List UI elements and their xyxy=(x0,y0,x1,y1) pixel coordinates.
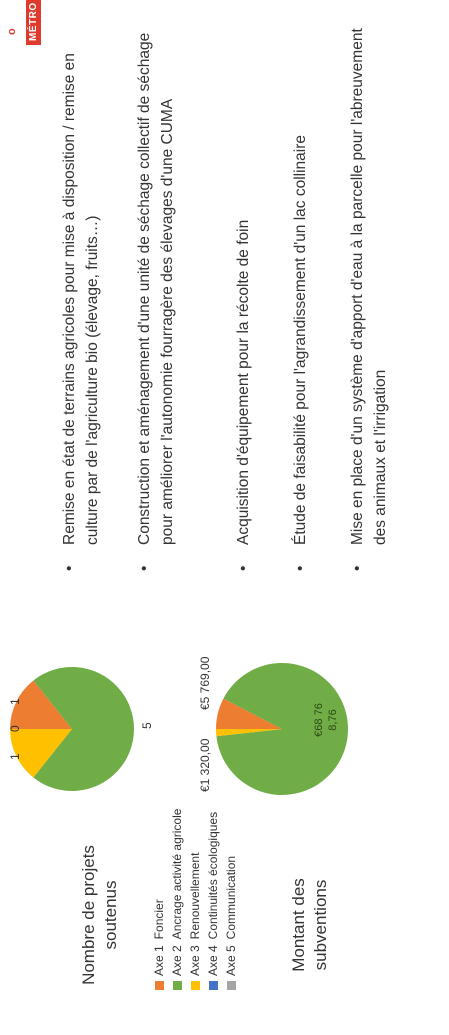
list-item: • Mise en place d'un système d'apport d'… xyxy=(346,25,392,571)
list-item-text: Remise en état de terrains agricoles pou… xyxy=(61,53,101,545)
bullet-dot: • xyxy=(61,565,78,571)
bullet-dot: • xyxy=(136,565,153,571)
list-item-text: Étude de faisabilité pour l'agrandisseme… xyxy=(292,134,309,545)
list-item: • Acquisition d'équipement pour la récol… xyxy=(232,25,255,571)
pie-slice-axe-2 xyxy=(216,663,348,795)
list-item-text: Construction et aménagement d'une unité … xyxy=(136,32,176,545)
pie-slice-axe-3 xyxy=(10,729,72,778)
pie1-label-yellow: 1 xyxy=(8,753,22,760)
pie-subsidies xyxy=(216,663,348,795)
list-item: • Remise en état de terrains agricoles p… xyxy=(58,25,104,571)
badge-top-mark: o xyxy=(6,28,18,35)
pie2-label-green: €68 76 8,76 xyxy=(312,690,340,750)
metro-badge: MÉTRO xyxy=(26,0,41,45)
list-item: • Étude de faisabilité pour l'agrandisse… xyxy=(289,25,312,571)
pie1-label-orange: 1 xyxy=(8,698,22,705)
pie1-label-zero: 0 xyxy=(8,725,22,732)
bullet-dot: • xyxy=(235,565,252,571)
list-item-text: Acquisition d'équipement pour la récolte… xyxy=(235,219,252,545)
pie-slice-axe-2 xyxy=(33,667,134,791)
pie-slice-axe-1 xyxy=(10,680,72,729)
list-item-text: Mise en place d'un système d'apport d'ea… xyxy=(349,28,389,545)
pie-slice-axe-3 xyxy=(216,729,282,737)
bullet-dot: • xyxy=(292,565,309,571)
pie2-label-green-line2: 8,76 xyxy=(327,709,339,731)
pie-projects xyxy=(10,667,134,791)
pie-slice-axe-1 xyxy=(216,698,282,729)
pie1-label-green: 5 xyxy=(140,722,154,729)
pie2-label-green-line1: €68 76 xyxy=(313,703,325,737)
list-item: • Construction et aménagement d'une unit… xyxy=(133,25,179,571)
pie2-label-yellow: €1 320,00 xyxy=(198,738,212,792)
pie2-label-orange: €5 769,00 xyxy=(198,656,212,710)
bullet-dot: • xyxy=(349,565,366,571)
